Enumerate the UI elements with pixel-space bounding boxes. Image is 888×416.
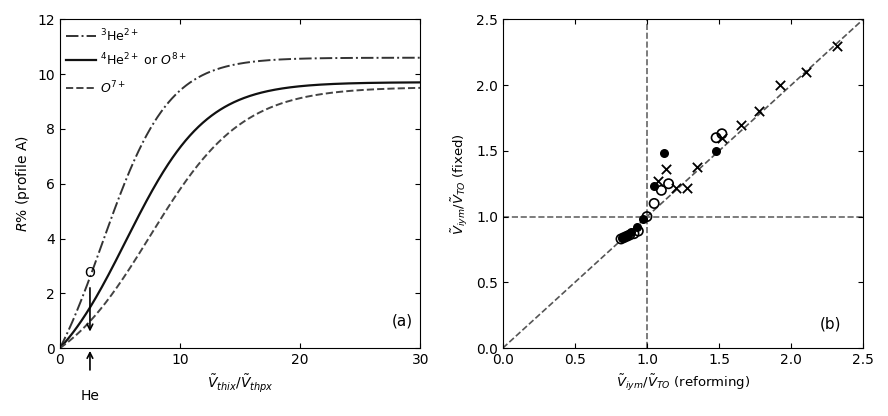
Text: (a): (a) (392, 313, 413, 328)
Point (624, 229, 638, 236)
Text: He: He (81, 389, 99, 403)
Point (662, 181, 676, 187)
Point (830, 42, 844, 49)
Point (627, 230, 641, 237)
Y-axis label: $R$% (profile A): $R$% (profile A) (14, 135, 32, 232)
Point (715, 131, 729, 137)
Point (733, 121, 748, 128)
Point (630, 224, 644, 230)
Point (620, 232, 634, 238)
Point (636, 216, 650, 223)
Point (690, 163, 704, 170)
Point (709, 148, 723, 154)
Y-axis label: $\tilde{V}_{iym}/\tilde{V}_{TO}$ (fixed): $\tilde{V}_{iym}/\tilde{V}_{TO}$ (fixed) (450, 133, 471, 235)
X-axis label: $\tilde{V}_{thix}/\tilde{V}_{thpx}$: $\tilde{V}_{thix}/\tilde{V}_{thpx}$ (207, 372, 274, 394)
Point (669, 184, 683, 191)
Point (631, 228, 646, 234)
Point (752, 108, 766, 115)
Point (773, 82, 787, 89)
Text: (b): (b) (820, 317, 842, 332)
Point (614, 235, 628, 242)
Text: $^3$He$^{2+}$: $^3$He$^{2+}$ (99, 27, 139, 44)
Point (654, 187, 669, 193)
Point (709, 134, 723, 141)
Point (647, 200, 662, 207)
Point (659, 166, 673, 173)
Text: $^4$He$^{2+}$ or $O^{8+}$: $^4$He$^{2+}$ or $O^{8+}$ (99, 52, 186, 69)
Point (617, 234, 631, 241)
Point (647, 183, 662, 190)
Point (620, 233, 634, 240)
Point (640, 213, 654, 220)
Point (657, 150, 671, 157)
Point (715, 134, 729, 141)
X-axis label: $\tilde{V}_{iym}/\tilde{V}_{TO}$ (reforming): $\tilde{V}_{iym}/\tilde{V}_{TO}$ (reform… (616, 372, 750, 393)
Point (798, 69, 813, 75)
Text: $O^{7+}$: $O^{7+}$ (99, 79, 126, 96)
Point (615, 234, 630, 241)
Point (622, 232, 637, 238)
Point (652, 178, 666, 184)
Point (680, 184, 694, 191)
Text: O: O (84, 265, 95, 280)
